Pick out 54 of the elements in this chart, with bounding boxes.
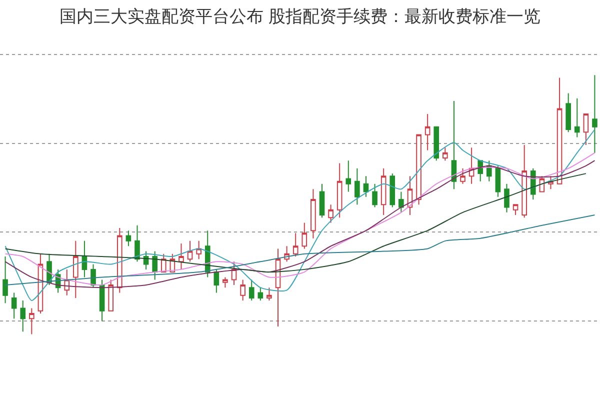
candlestick	[354, 168, 360, 206]
candlestick	[126, 230, 132, 247]
candlestick	[434, 126, 440, 162]
candlestick	[99, 279, 105, 322]
candlestick	[390, 173, 396, 208]
candlestick	[512, 204, 518, 216]
candlestick	[319, 183, 325, 218]
candlestick	[187, 240, 193, 262]
candlestick	[407, 176, 413, 216]
candlestick	[522, 144, 527, 218]
candlestick	[29, 308, 34, 335]
candlestick	[73, 240, 78, 298]
candlestick	[266, 287, 272, 302]
candlestick	[346, 160, 352, 192]
candlestick	[20, 300, 26, 332]
candlestick	[556, 77, 562, 184]
candlestick	[583, 113, 589, 146]
candlestick	[302, 222, 308, 250]
candlestick	[592, 74, 598, 154]
candlestick	[134, 224, 140, 262]
candlestick	[424, 113, 430, 151]
candlestick	[363, 176, 369, 198]
candlestick	[240, 279, 246, 302]
candlestick	[2, 256, 8, 304]
candlestick	[64, 268, 70, 296]
candlestick	[336, 162, 342, 218]
candlestick	[82, 240, 88, 278]
chart-title: 国内三大实盘配资平台公布 股指配资手续费：最新收费标准一览	[59, 6, 541, 27]
candlestick	[442, 147, 448, 162]
candlestick	[372, 183, 378, 208]
candlestick	[143, 250, 149, 270]
candlestick	[292, 232, 298, 257]
candlestick	[196, 240, 202, 260]
candlestick	[11, 292, 17, 320]
candlestick	[416, 134, 422, 206]
candlestick	[214, 268, 220, 294]
candlestick	[398, 191, 404, 213]
candlestick	[574, 98, 580, 138]
candlestick	[248, 279, 254, 302]
candlestick	[152, 250, 158, 280]
candlestick	[566, 92, 571, 133]
candlestick	[460, 168, 466, 184]
candlestick	[468, 147, 474, 184]
candlestick	[451, 100, 457, 190]
candlestick	[275, 248, 281, 327]
candlestick	[504, 183, 510, 213]
candlestick	[310, 188, 316, 239]
candlestick	[222, 276, 228, 288]
candlestick	[495, 165, 501, 198]
candlestick	[108, 279, 114, 312]
candlestick	[258, 287, 264, 302]
candlestick	[380, 168, 386, 216]
candlestick	[178, 243, 184, 270]
candlestick	[328, 204, 334, 224]
